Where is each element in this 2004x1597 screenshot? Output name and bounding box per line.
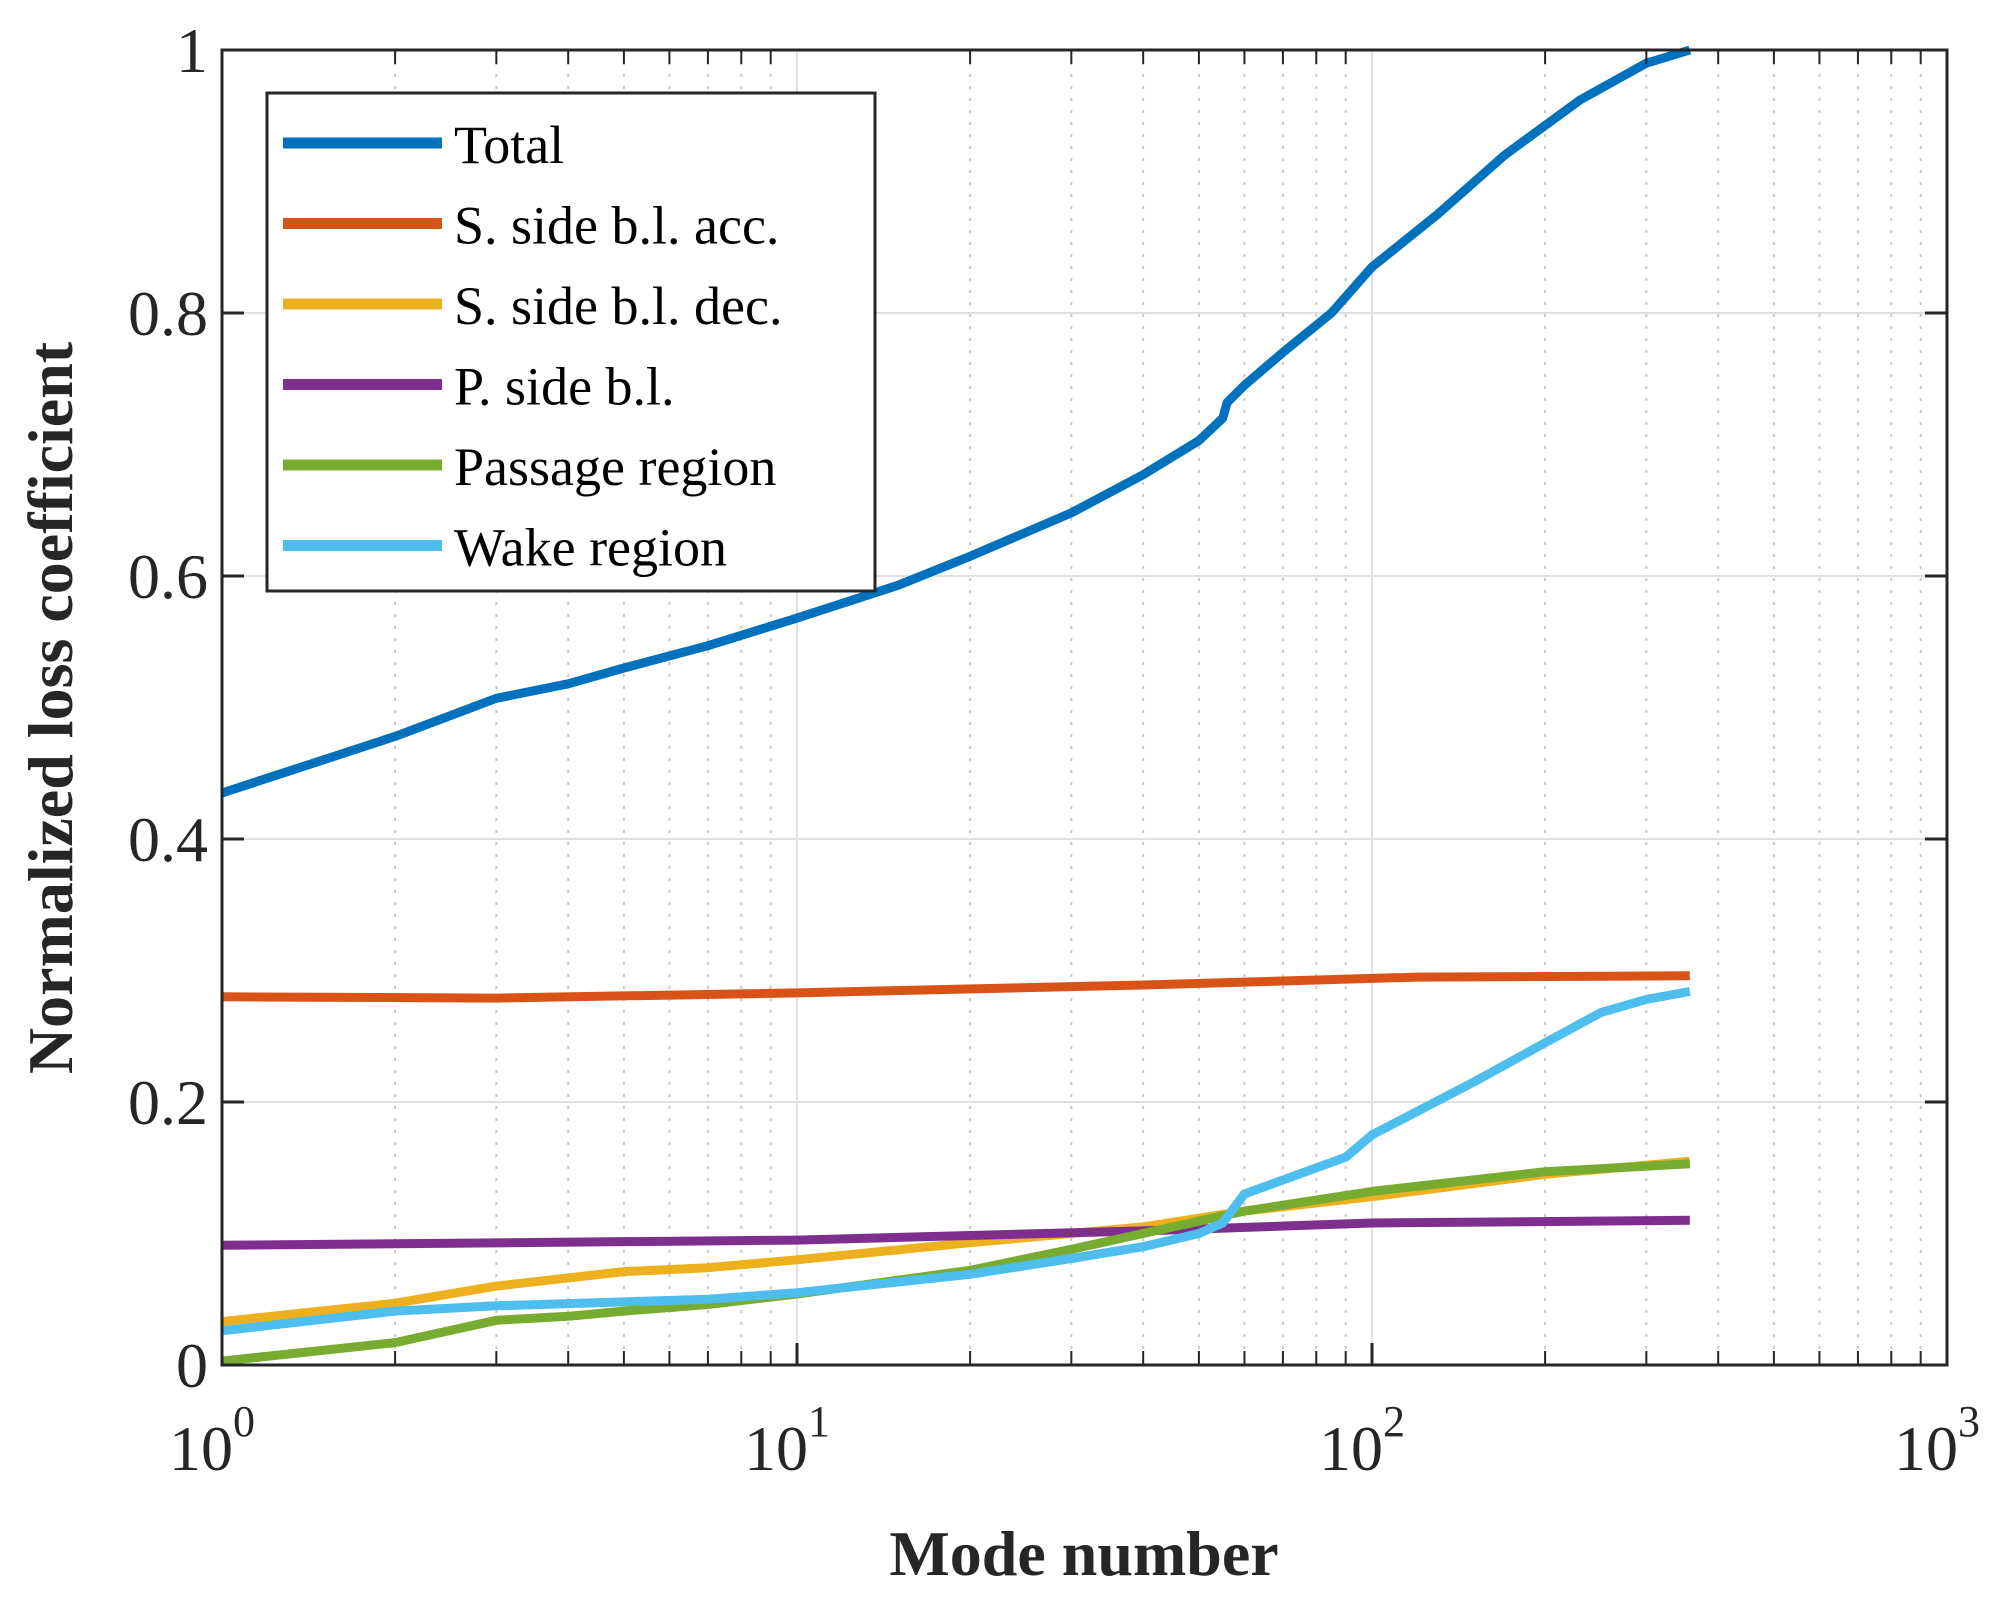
y-tick-label: 0.2 <box>128 1067 208 1138</box>
series-lines <box>220 45 1692 1366</box>
x-axis-label: Mode number <box>889 1518 1278 1589</box>
x-tick-label: 101 <box>744 1397 830 1484</box>
x-tick-label: 102 <box>1319 1397 1405 1484</box>
x-tick-label: 103 <box>1894 1397 1980 1484</box>
legend-label: S. side b.l. dec. <box>454 276 782 336</box>
series-line <box>221 1159 1691 1366</box>
legend-label: Wake region <box>454 518 727 578</box>
y-tick-label: 0.4 <box>128 804 208 875</box>
series-line <box>221 987 1691 1336</box>
y-tick-label: 0 <box>176 1330 208 1401</box>
y-tick-label: 1 <box>176 15 208 86</box>
series-line <box>221 1156 1691 1327</box>
legend-label: S. side b.l. acc. <box>454 196 779 256</box>
series-line <box>220 45 1692 798</box>
legend-box <box>265 91 877 593</box>
legend-label: Passage region <box>454 437 776 497</box>
y-tick-label: 0.8 <box>128 278 208 349</box>
y-tick-label: 0.6 <box>128 541 208 612</box>
axes-box <box>220 48 1949 1367</box>
legend-label: P. side b.l. <box>454 357 675 417</box>
y-axis-label: Normalized loss coefficient <box>15 341 86 1074</box>
ticks: 100 101 102 103 0 0.2 0.4 0.6 0.8 1 <box>128 15 1980 1484</box>
legend: Total S. side b.l. acc. S. side b.l. dec. P… <box>265 91 877 593</box>
series-line <box>221 971 1690 1003</box>
legend-label: Total <box>454 115 564 175</box>
x-tick-label: 100 <box>169 1397 255 1484</box>
